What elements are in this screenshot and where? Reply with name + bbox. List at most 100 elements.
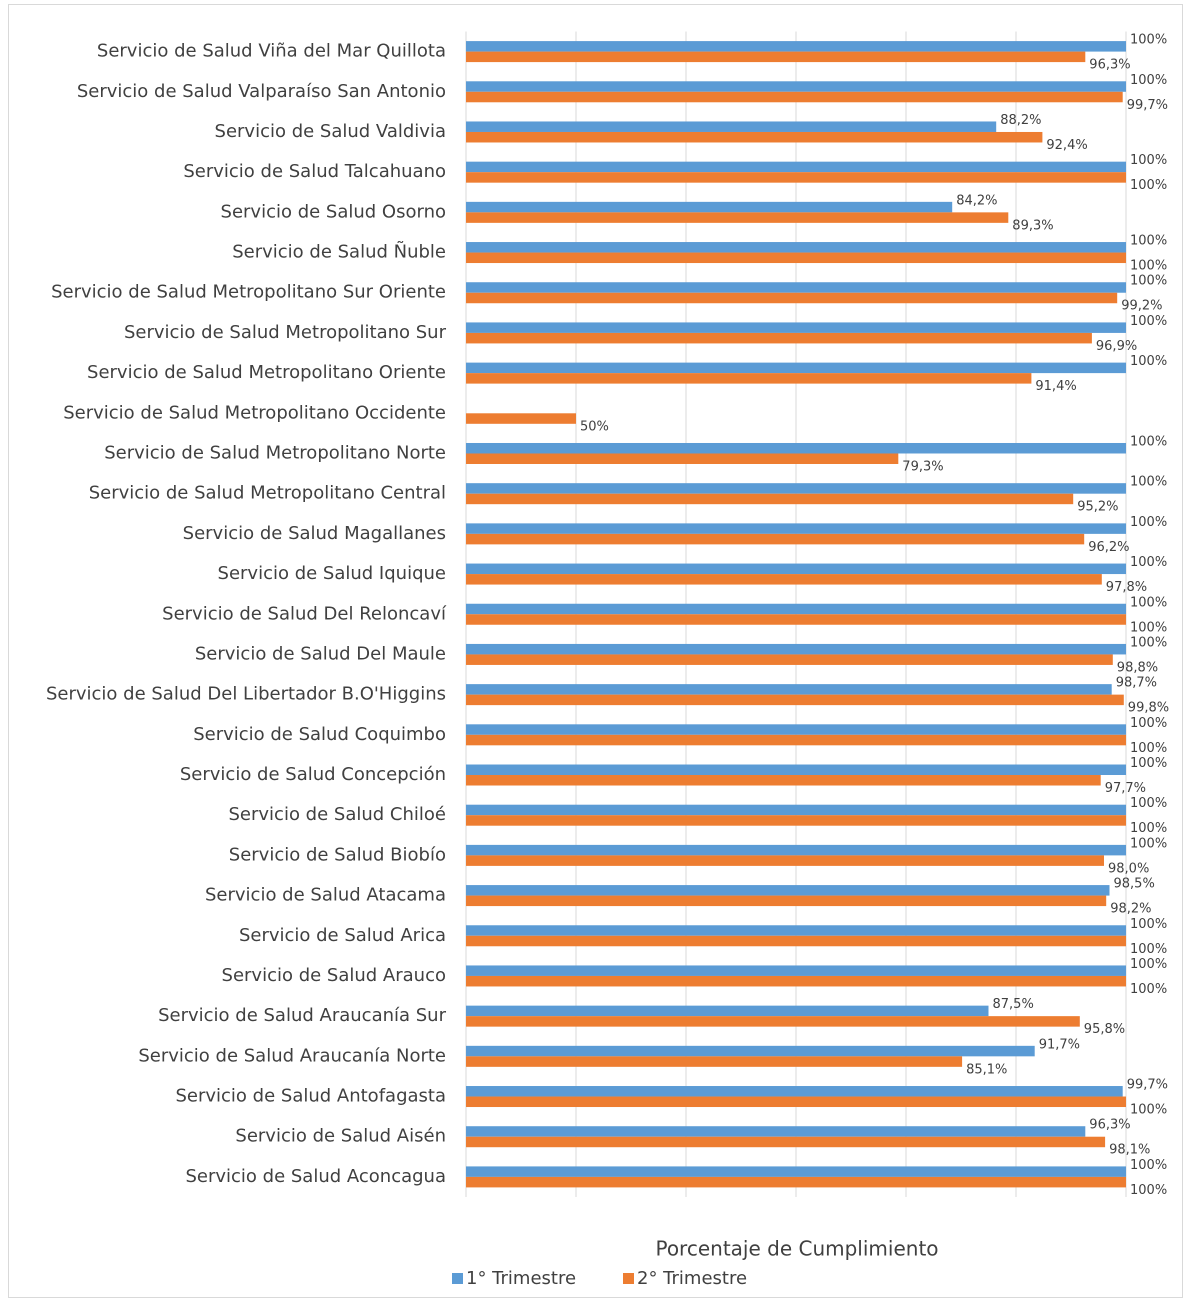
bar [466,935,1126,947]
bar [466,1126,1086,1137]
bar [466,1056,963,1067]
bar [466,51,1086,63]
bar [466,322,1126,333]
data-label: 50% [580,419,609,434]
y-tick-label: Servicio de Salud Ñuble [232,241,446,263]
bar [466,201,953,213]
data-label: 79,3% [902,459,943,474]
bar [466,413,576,424]
data-label: 100% [1130,1103,1167,1118]
y-tick-label: Servicio de Salud Metropolitano Central [89,483,446,504]
y-tick-label: Servicio de Salud Iquique [218,563,446,584]
data-label: 98,8% [1117,660,1158,675]
bar [466,362,1126,374]
bar [466,895,1107,907]
data-label: 95,2% [1077,500,1118,515]
bar [466,292,1118,304]
bar [466,885,1110,896]
data-label: 91,7% [1039,1037,1080,1052]
y-tick-label: Servicio de Salud Antofagasta [175,1086,446,1107]
bar [466,121,997,132]
data-label: 99,7% [1127,98,1168,113]
y-tick-label: Servicio de Salud Araucanía Sur [158,1005,446,1026]
y-tick-label: Servicio de Salud Aisén [235,1126,446,1147]
data-label: 100% [1130,33,1167,48]
data-label: 100% [1130,957,1167,972]
y-tick-label: Servicio de Salud Atacama [205,885,446,906]
data-label: 100% [1130,259,1167,274]
bar [466,603,1126,615]
bar [466,523,1126,534]
data-label: 96,3% [1089,1118,1130,1133]
data-label: 100% [1130,274,1167,289]
legend-swatch [452,1273,463,1284]
data-label: 84,2% [956,193,997,208]
legend-swatch [623,1273,634,1284]
y-tick-label: Servicio de Salud Del Maule [195,643,446,664]
bar [466,734,1126,746]
data-label: 92,4% [1046,138,1087,153]
bar [466,81,1126,92]
data-label: 96,9% [1096,339,1137,354]
data-label: 100% [1130,716,1167,731]
data-label: 88,2% [1000,113,1041,128]
y-tick-label: Servicio de Salud Arica [239,925,446,946]
y-tick-label: Servicio de Salud Viña del Mar Quillota [97,41,446,62]
data-label: 96,3% [1089,58,1130,73]
legend-label: 1° Trimestre [466,1268,576,1289]
y-tick-label: Servicio de Salud Biobío [229,844,446,865]
data-label: 100% [1130,555,1167,570]
bar [466,161,1126,173]
bar [466,212,1009,223]
data-label: 85,1% [966,1062,1007,1077]
bar [466,1136,1106,1148]
bar [466,483,1126,494]
bar [466,975,1126,987]
bar [466,764,1126,776]
data-label: 100% [1130,354,1167,369]
bar [466,844,1126,856]
data-label: 100% [1130,73,1167,88]
bar [466,242,1126,253]
data-label: 89,3% [1012,218,1053,233]
data-label: 98,2% [1110,902,1151,917]
bar [466,643,1126,655]
data-label: 97,8% [1106,580,1147,595]
data-label: 100% [1130,982,1167,997]
data-label: 100% [1130,756,1167,771]
bar [466,453,899,464]
y-tick-label: Servicio de Salud Coquimbo [193,724,446,745]
data-label: 91,4% [1035,379,1076,394]
y-tick-label: Servicio de Salud Magallanes [183,523,446,544]
bar [466,614,1126,625]
x-axis-title: Porcentaje de Cumplimiento [655,1237,938,1261]
bar [466,332,1092,344]
data-label: 100% [1130,234,1167,249]
data-label: 98,7% [1116,676,1157,691]
data-label: 96,2% [1088,540,1129,555]
y-tick-label: Servicio de Salud Arauco [222,965,446,986]
y-tick-label: Servicio de Salud Araucanía Norte [138,1045,446,1066]
bar [466,1086,1123,1097]
data-label: 100% [1130,836,1167,851]
bar [466,1176,1126,1188]
bar [466,1005,989,1017]
y-tick-label: Servicio de Salud Valparaíso San Antonio [77,81,446,102]
y-tick-label: Servicio de Salud Metropolitano Sur Orie… [51,282,446,303]
bar [466,775,1101,786]
y-tick-label: Servicio de Salud Valdivia [215,121,446,142]
data-label: 98,5% [1114,877,1155,892]
bar [466,1045,1035,1057]
bar [466,282,1126,293]
y-tick-label: Servicio de Salud Concepción [180,764,446,785]
data-label: 100% [1130,178,1167,193]
bar [466,172,1126,183]
y-tick-label: Servicio de Salud Metropolitano Sur [124,322,447,343]
data-label: 100% [1130,1158,1167,1173]
bar [466,965,1126,976]
data-label: 100% [1130,314,1167,329]
data-label: 97,7% [1105,781,1146,796]
bar [466,493,1074,505]
data-label: 100% [1130,515,1167,530]
